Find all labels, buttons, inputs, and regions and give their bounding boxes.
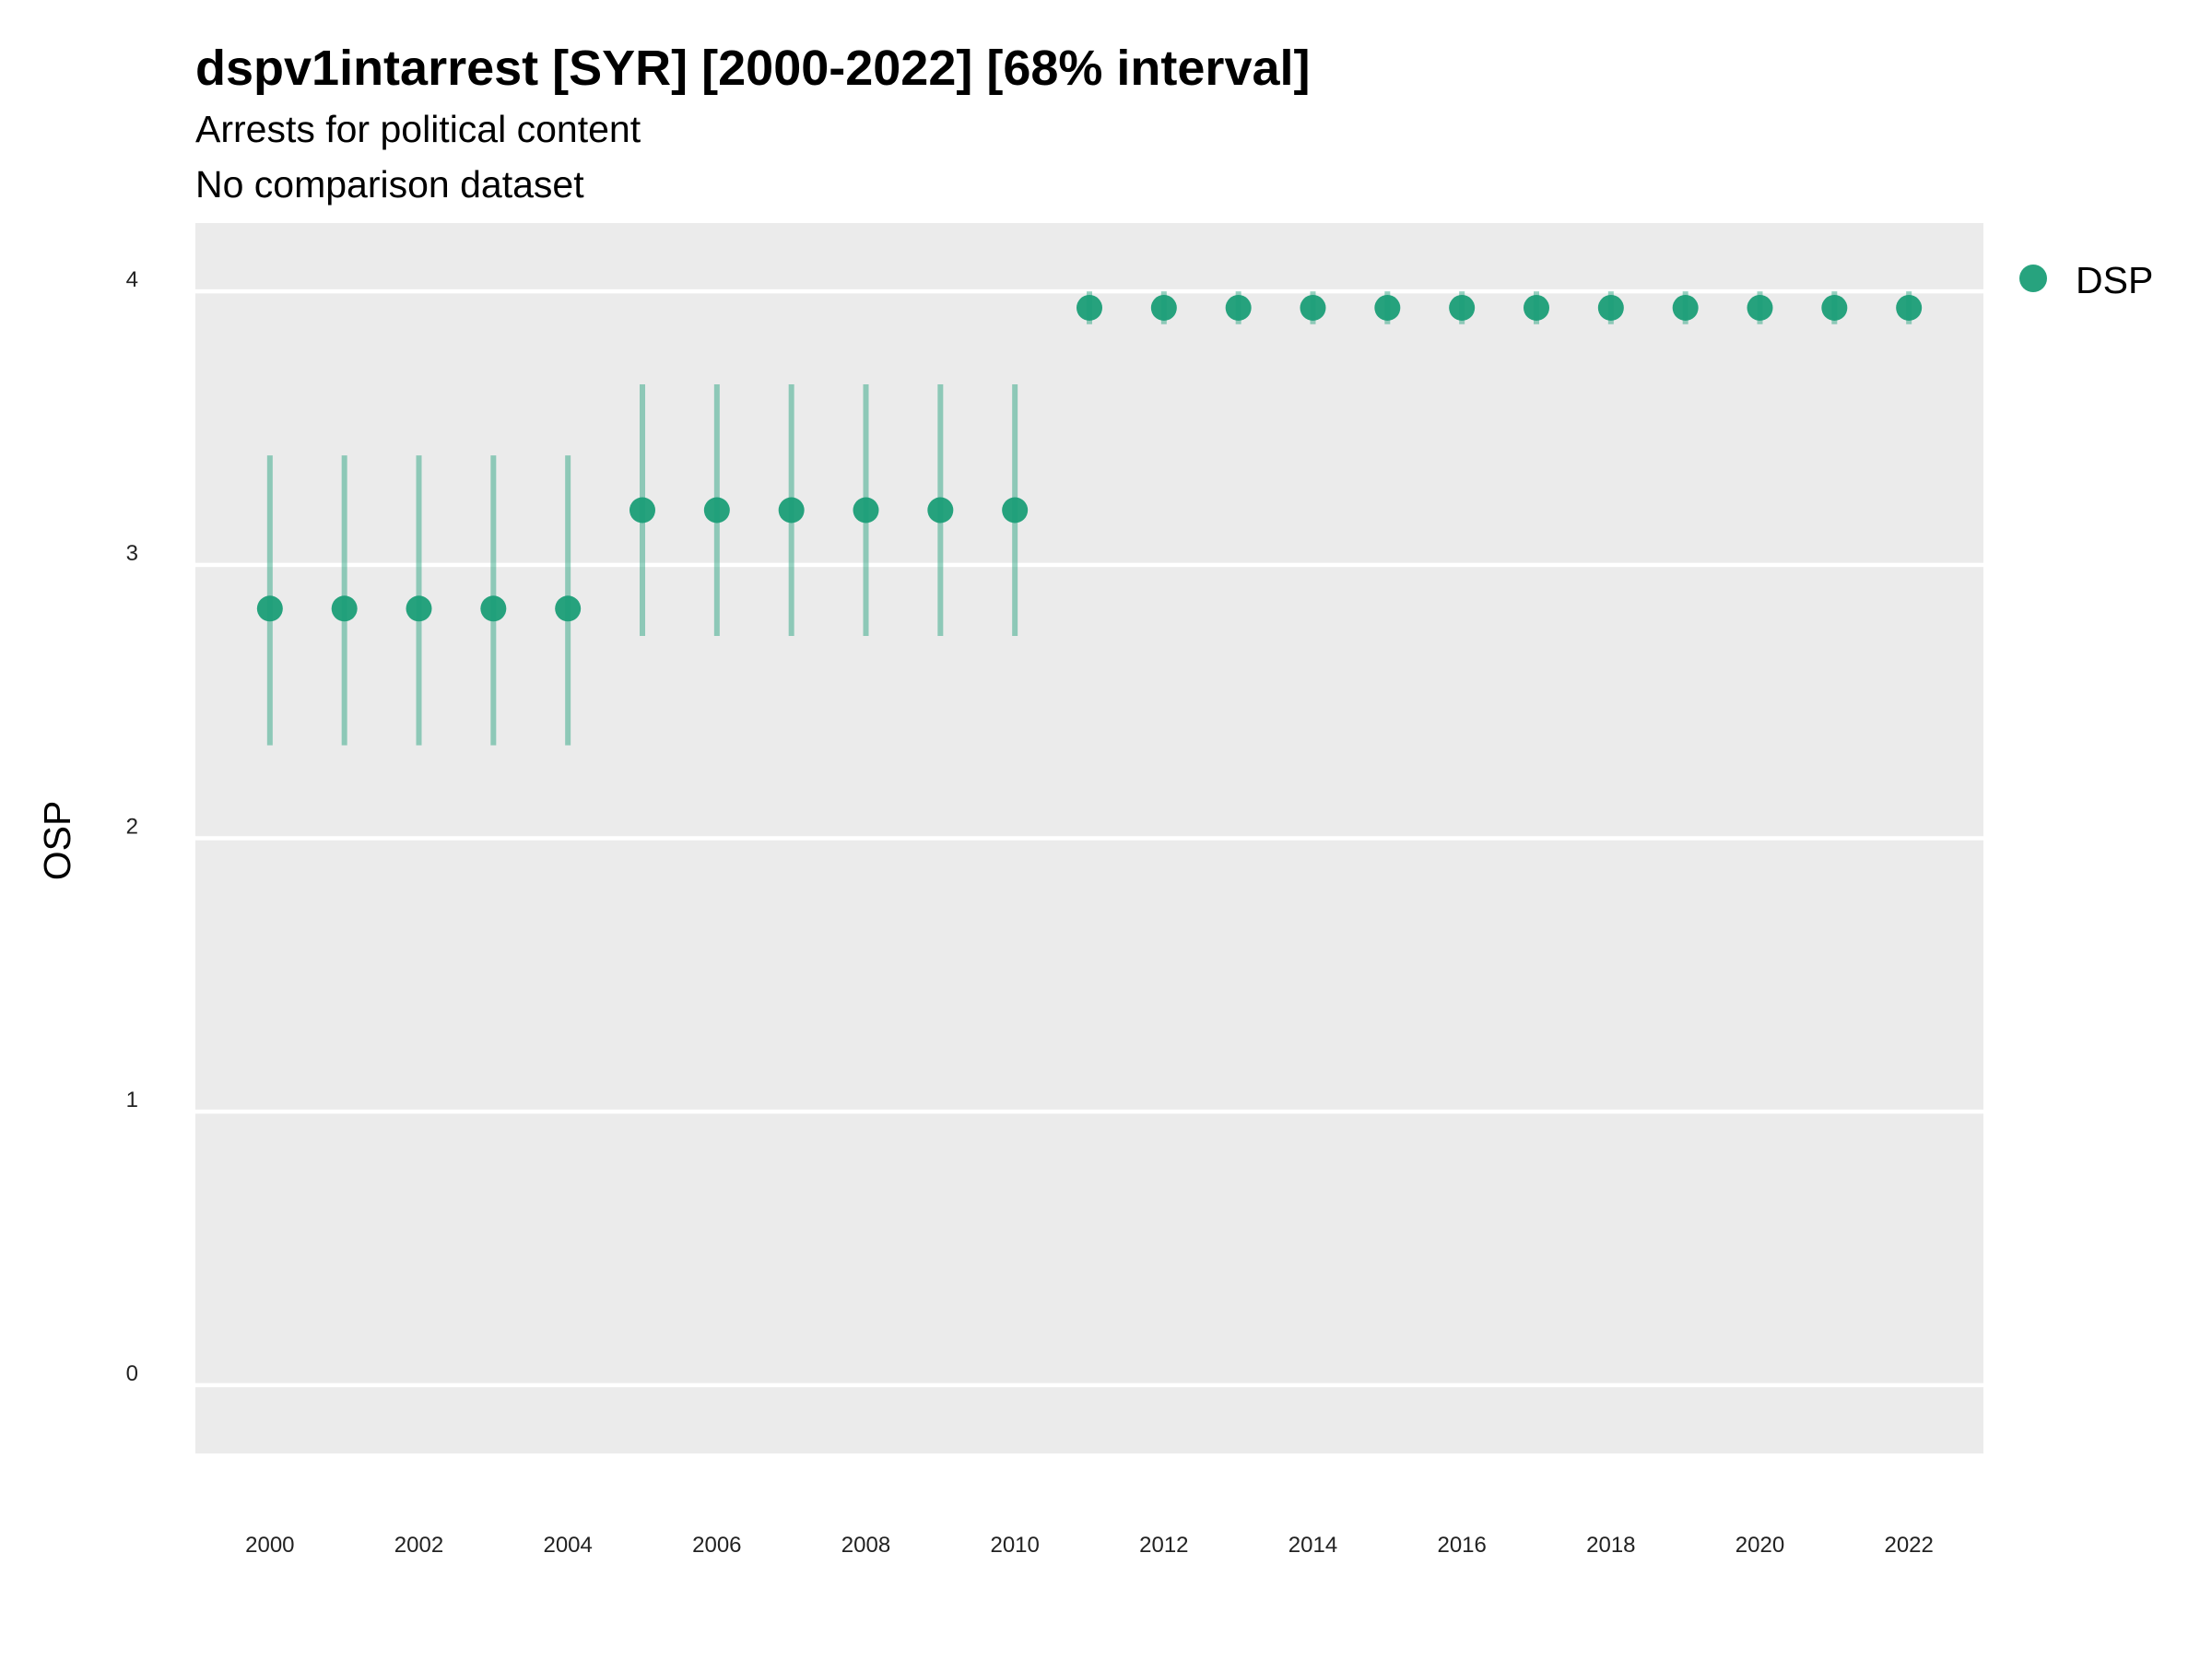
data-point-2014: [1300, 294, 1326, 321]
x-tick-label: 2010: [990, 1533, 1039, 1558]
x-tick-labels: 2000 2002 2004 2006 2008 2010 2012 2014 2016 2018…: [245, 1533, 1934, 1558]
data-point-2018: [1597, 294, 1624, 321]
data-point-2011: [1077, 294, 1102, 321]
data-point-2010: [1002, 497, 1029, 524]
x-tick-label: 2006: [692, 1533, 741, 1558]
chart-subtitle: Arrests for political content: [195, 108, 641, 150]
chart-title: dspv1intarrest [SYR] [2000-2022] [68% in…: [195, 41, 1311, 96]
x-tick-label: 2014: [1288, 1533, 1337, 1558]
data-point-2013: [1225, 294, 1252, 321]
data-point-2003: [480, 595, 507, 622]
x-tick-label: 2008: [841, 1533, 890, 1558]
data-point-2012: [1150, 294, 1177, 321]
legend-key-dsp: [2019, 265, 2047, 292]
legend-label-dsp: DSP: [2076, 259, 2153, 301]
y-tick-label: 1: [126, 1088, 138, 1112]
data-point-2020: [1747, 294, 1773, 321]
data-point-2015: [1374, 294, 1401, 321]
data-point-2017: [1524, 294, 1549, 321]
x-tick-label: 2022: [1884, 1533, 1933, 1558]
data-point-2004: [555, 595, 582, 622]
data-point-2016: [1449, 294, 1476, 321]
data-point-2021: [1821, 294, 1848, 321]
y-tick-label: 4: [126, 267, 138, 292]
data-point-2001: [331, 595, 358, 622]
data-point-2022: [1896, 294, 1923, 321]
data-point-2008: [853, 497, 879, 524]
data-point-2005: [629, 497, 655, 524]
y-tick-label: 3: [126, 541, 138, 566]
y-tick-label: 2: [126, 815, 138, 840]
x-tick-label: 2018: [1586, 1533, 1635, 1558]
y-tick-labels: 0 1 2 3 4: [126, 267, 138, 1386]
data-points: [256, 294, 1923, 622]
x-tick-label: 2020: [1735, 1533, 1784, 1558]
x-tick-label: 2000: [245, 1533, 294, 1558]
grid-lines: [195, 288, 1983, 1388]
x-tick-label: 2002: [394, 1533, 443, 1558]
data-point-2019: [1672, 294, 1699, 321]
data-point-2007: [778, 497, 805, 524]
x-tick-label: 2012: [1139, 1533, 1188, 1558]
data-point-2006: [703, 497, 730, 524]
y-tick-label: 0: [126, 1361, 138, 1386]
y-axis-label: OSP: [36, 801, 78, 881]
data-point-2000: [256, 595, 283, 622]
x-tick-label: 2016: [1437, 1533, 1486, 1558]
data-point-2009: [927, 497, 954, 524]
chart-subtitle-2: No comparison dataset: [195, 163, 584, 206]
data-point-2002: [406, 595, 432, 622]
x-tick-label: 2004: [543, 1533, 592, 1558]
legend: DSP: [2019, 259, 2153, 301]
